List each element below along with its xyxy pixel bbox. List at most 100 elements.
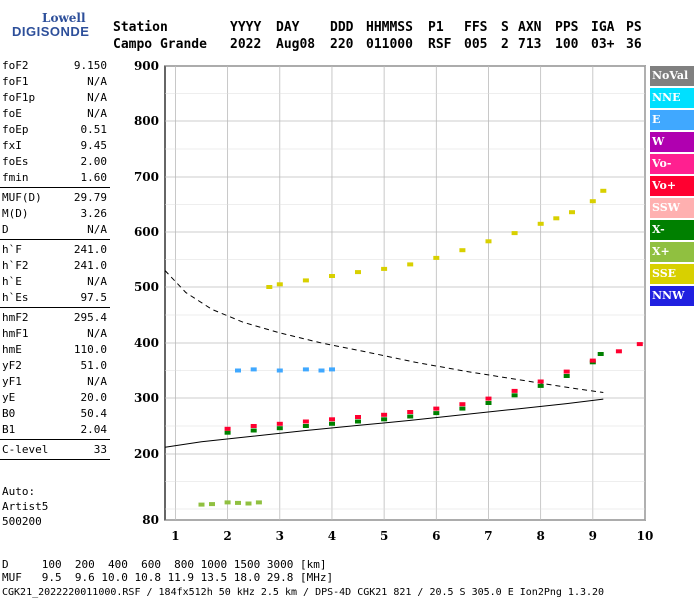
param-value: N/A <box>87 91 107 104</box>
data-point <box>209 502 215 507</box>
polarization-legend: NoVal NNE E W Vo- Vo+ SSW X- X+ SSE NNW <box>650 66 694 308</box>
separator <box>0 307 110 308</box>
x-tick-label: 10 <box>637 529 654 543</box>
data-point <box>597 352 604 356</box>
x-tick-label: 7 <box>484 529 492 543</box>
data-point <box>485 401 492 405</box>
data-point <box>511 231 518 236</box>
param-name: foF1 <box>2 75 29 88</box>
data-point <box>250 428 257 433</box>
param-row: B1 2.04 <box>0 422 110 438</box>
auto-label: Auto: <box>2 485 36 498</box>
data-point <box>250 424 257 428</box>
legend-item-nnw: NNW <box>650 286 694 306</box>
data-point <box>537 379 544 384</box>
data-point <box>589 199 596 204</box>
data-point <box>355 270 361 275</box>
y-tick-label: 900 <box>134 59 159 73</box>
y-tick-label: 200 <box>134 447 159 461</box>
legend-item-x: X- <box>650 220 694 240</box>
data-point <box>329 421 335 426</box>
profile-curve-solid <box>164 398 604 448</box>
header-label: HHMMSS <box>366 20 413 35</box>
data-point <box>318 368 325 373</box>
param-row: hmF1 N/A <box>0 326 110 342</box>
x-tick-label: 5 <box>380 529 388 543</box>
data-point <box>355 415 361 419</box>
param-value: N/A <box>87 107 107 120</box>
data-point <box>381 417 388 422</box>
legend-item-x: X+ <box>650 242 694 262</box>
param-value: 295.4 <box>73 311 107 324</box>
data-point <box>433 411 440 416</box>
param-name: fxI <box>2 139 22 152</box>
footer-distance-row: D 100 200 400 600 800 1000 1500 3000 [km… <box>2 558 327 571</box>
legend-item-noval: NoVal <box>650 66 694 86</box>
profile-curve-dashed <box>164 270 604 393</box>
param-row: yF2 51.0 <box>0 358 110 374</box>
data-point <box>224 426 231 431</box>
param-name: D <box>2 223 9 236</box>
legend-item-w: W <box>650 132 694 152</box>
param-name: yF2 <box>2 359 22 372</box>
param-name: hmE <box>2 343 22 356</box>
data-point <box>329 367 335 372</box>
param-row: foF1 N/A <box>0 74 110 90</box>
header-value: 713 <box>518 37 542 52</box>
footer-file-info: CGK21_2022220011000.RSF / 184fx512h 50 k… <box>2 587 605 598</box>
data-point <box>355 419 361 424</box>
param-value: 3.26 <box>80 207 108 220</box>
param-row: foF1p N/A <box>0 90 110 106</box>
param-row: foE N/A <box>0 106 110 122</box>
header-label: AXN <box>518 20 542 35</box>
param-name: foE <box>2 107 22 120</box>
data-point <box>302 424 309 428</box>
param-value: 9.45 <box>80 139 108 152</box>
param-name: hmF1 <box>2 327 29 340</box>
legend-item-ssw: SSW <box>650 198 694 218</box>
parameter-panel: foF2 9.150 foF1 N/A foF1p N/A foE N/A foEp 0.51 fx… <box>0 58 110 462</box>
header-label: FFS <box>464 20 488 35</box>
auto-scaling-info: Auto: Artist5 500200 <box>2 484 48 529</box>
data-point <box>569 210 575 215</box>
param-row: hmF2 295.4 <box>0 310 110 326</box>
param-value: 9.150 <box>73 59 107 72</box>
data-point <box>433 406 440 411</box>
y-tick-label: 300 <box>134 391 159 405</box>
y-tick-label: 700 <box>134 170 159 184</box>
param-value: 51.0 <box>80 359 108 372</box>
data-point <box>381 266 388 271</box>
y-tick-label: 800 <box>134 114 159 128</box>
x-tick-label: 1 <box>171 529 179 543</box>
data-point <box>485 396 492 401</box>
param-row: C-level 33 <box>0 442 110 458</box>
data-point <box>224 430 231 435</box>
data-point <box>302 278 309 283</box>
param-row: h`F 241.0 <box>0 242 110 258</box>
logo-digisonde: DIGISONDE <box>12 24 90 39</box>
header-value: 100 <box>555 37 579 52</box>
y-tick-label: 400 <box>134 336 159 350</box>
param-name: B1 <box>2 423 16 436</box>
artist-version: Artist5 <box>2 500 49 513</box>
data-point <box>636 342 643 347</box>
data-point <box>511 393 518 398</box>
param-name: h`E <box>2 275 22 288</box>
separator <box>0 187 110 188</box>
data-point <box>563 374 570 378</box>
header-value: 03+ <box>591 37 615 52</box>
legend-item-nne: NNE <box>650 88 694 108</box>
header-label: DDD <box>330 20 354 35</box>
header-label: Station <box>113 20 168 35</box>
legend-item-e: E <box>650 110 694 130</box>
data-point <box>485 239 492 244</box>
param-name: foF2 <box>2 59 29 72</box>
param-value: 97.5 <box>80 291 108 304</box>
plot-frame <box>164 65 646 521</box>
data-point <box>511 388 518 393</box>
data-point <box>302 419 309 424</box>
data-point <box>563 369 570 374</box>
param-value: 20.0 <box>80 391 108 404</box>
param-row: D N/A <box>0 222 110 238</box>
x-tick-label: 2 <box>223 529 231 543</box>
